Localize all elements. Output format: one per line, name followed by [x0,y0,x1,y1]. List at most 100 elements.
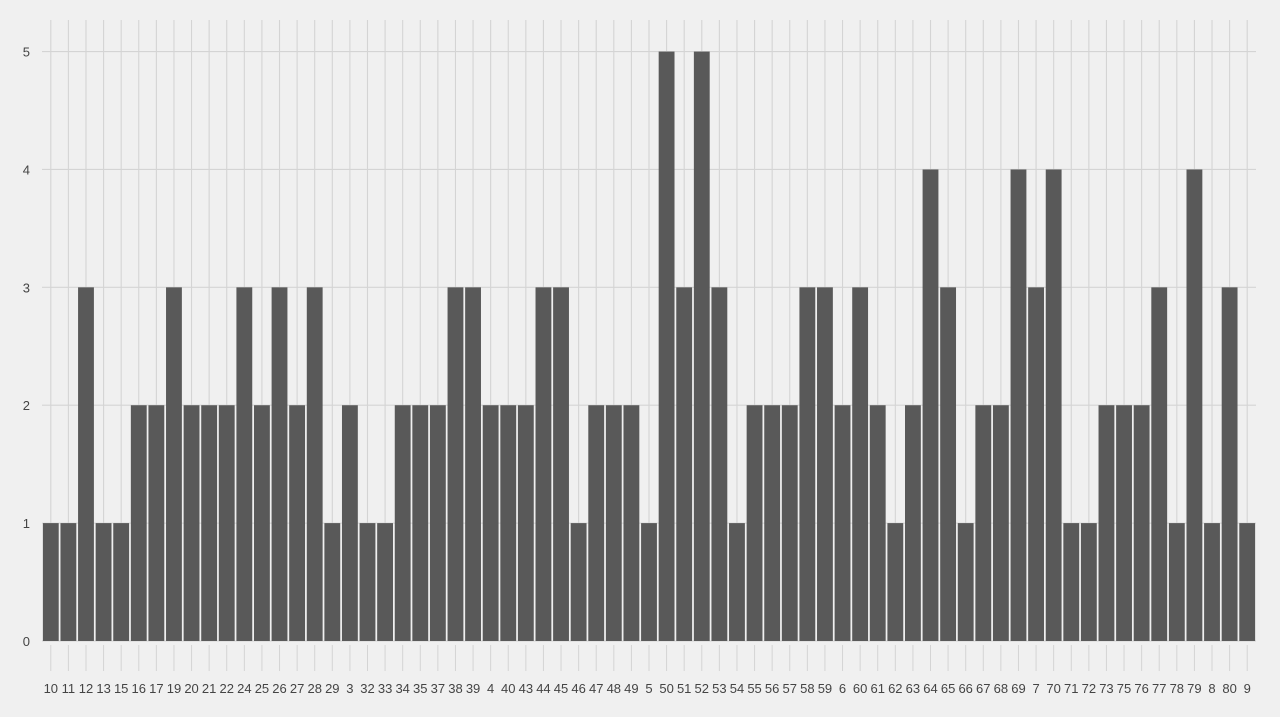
x-tick-label: 9 [1244,681,1251,696]
x-tick-label: 57 [783,681,797,696]
x-tick-label: 25 [255,681,269,696]
bar-6 [834,405,851,641]
x-tick-label: 44 [536,681,550,696]
bar-79 [1186,169,1203,641]
bar-34 [394,405,411,641]
bar-9 [1239,523,1256,641]
x-tick-label: 10 [44,681,58,696]
bar-29 [324,523,341,641]
y-tick-label: 5 [23,45,30,60]
x-tick-label: 55 [747,681,761,696]
x-tick-label: 38 [448,681,462,696]
x-tick-label: 63 [906,681,920,696]
x-tick-label: 65 [941,681,955,696]
bar-56 [764,405,781,641]
bar-52 [693,51,710,642]
bar-8 [1204,523,1220,641]
bar-33 [377,523,394,641]
bar-11 [60,523,77,641]
bar-50 [658,51,675,642]
bar-80 [1221,287,1238,641]
x-tick-label: 8 [1208,681,1215,696]
bar-65 [940,287,957,641]
bar-54 [729,523,745,641]
x-tick-label: 39 [466,681,480,696]
x-tick-label: 51 [677,681,691,696]
bar-75 [1116,405,1132,641]
bar-25 [254,405,270,641]
x-tick-label: 76 [1134,681,1148,696]
x-tick-label: 45 [554,681,568,696]
x-tick-label: 66 [958,681,972,696]
x-tick-label: 27 [290,681,304,696]
x-tick-label: 3 [346,681,353,696]
bar-61 [869,405,886,641]
bar-71 [1063,523,1080,641]
x-tick-label: 48 [607,681,621,696]
bar-78 [1168,523,1185,641]
bar-20 [183,405,200,641]
y-axis-ticks: 0 1 2 3 4 5 [23,45,30,649]
x-tick-label: 43 [519,681,533,696]
bar-15 [113,523,130,641]
x-tick-label: 61 [870,681,884,696]
bar-16 [130,405,147,641]
bar-22 [218,405,235,641]
bar-60 [852,287,869,641]
bar-43 [517,405,534,641]
bar-68 [992,405,1009,641]
x-tick-label: 6 [839,681,846,696]
bar-59 [817,287,833,641]
x-tick-label: 49 [624,681,638,696]
bar-27 [289,405,306,641]
x-tick-label: 68 [994,681,1008,696]
bar-48 [605,405,622,641]
bar-13 [95,523,112,641]
bar-76 [1133,405,1150,641]
bar-28 [306,287,323,641]
x-tick-label: 35 [413,681,427,696]
x-tick-label: 70 [1046,681,1060,696]
x-tick-label: 26 [272,681,286,696]
y-tick-label: 1 [23,516,30,531]
bar-26 [271,287,288,641]
x-tick-label: 80 [1222,681,1236,696]
x-tick-label: 59 [818,681,832,696]
y-tick-label: 4 [23,162,30,177]
bar-64 [922,169,939,641]
bars [42,51,1256,642]
x-tick-label: 72 [1082,681,1096,696]
x-tick-label: 24 [237,681,251,696]
bar-67 [975,405,992,641]
x-tick-label: 13 [96,681,110,696]
x-tick-label: 60 [853,681,867,696]
x-tick-label: 52 [695,681,709,696]
x-tick-label: 21 [202,681,216,696]
x-tick-label: 77 [1152,681,1166,696]
bar-47 [588,405,605,641]
bar-4 [482,405,499,641]
bar-58 [799,287,816,641]
bar-37 [429,405,446,641]
bar-3 [341,405,358,641]
x-tick-label: 56 [765,681,779,696]
bar-12 [78,287,94,641]
x-tick-label: 16 [132,681,146,696]
x-tick-label: 58 [800,681,814,696]
x-tick-label: 54 [730,681,744,696]
bar-49 [623,405,640,641]
bar-53 [711,287,728,641]
x-tick-label: 73 [1099,681,1113,696]
bar-40 [500,405,517,641]
x-tick-label: 79 [1187,681,1201,696]
x-tick-label: 40 [501,681,515,696]
x-tick-label: 67 [976,681,990,696]
bar-24 [236,287,253,641]
x-tick-label: 20 [184,681,198,696]
bar-55 [746,405,763,641]
x-axis-ticks: 10 11 12 13 15 16 17 19 20 21 22 24 25 26 27 28 29 3 32 33 3… [44,645,1251,696]
y-tick-label: 3 [23,280,30,295]
x-tick-label: 7 [1032,681,1039,696]
bar-35 [412,405,429,641]
